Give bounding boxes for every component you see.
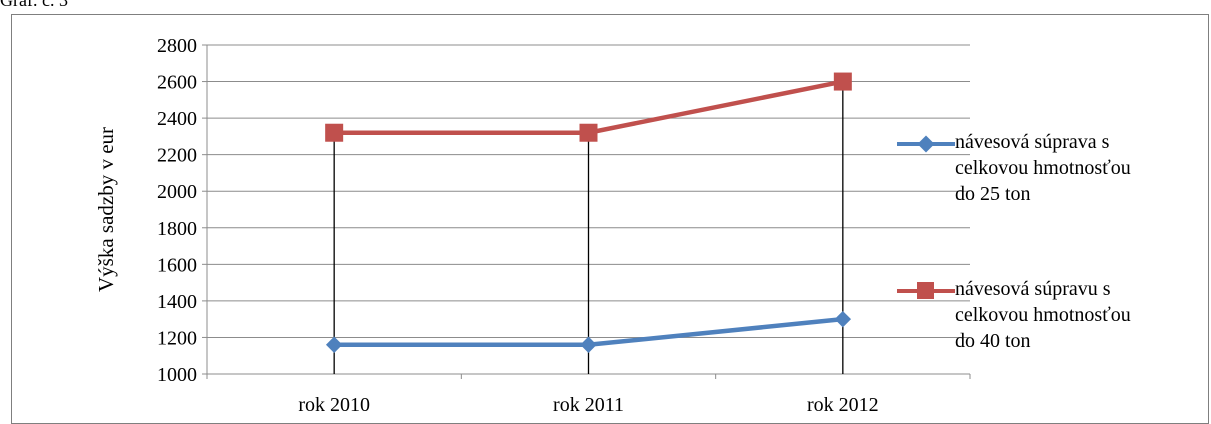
y-tick-label: 1400	[157, 291, 197, 313]
data-point-series-1	[581, 337, 596, 352]
data-point-series-2	[834, 73, 851, 90]
y-tick-label: 2600	[157, 72, 197, 94]
y-tick-label: 2400	[157, 108, 197, 130]
data-point-series-2	[580, 124, 597, 141]
x-tick-label: rok 2010	[298, 394, 370, 416]
x-tick-label: rok 2012	[807, 394, 879, 416]
y-tick-label: 1800	[157, 218, 197, 240]
y-tick-label: 1200	[157, 327, 197, 349]
legend-label: návesová súprava s celkovou hmotnosťou d…	[955, 129, 1205, 207]
data-point-series-1	[327, 337, 342, 352]
legend-marker	[917, 282, 934, 299]
y-tick-label: 1600	[157, 254, 197, 276]
data-point-series-2	[326, 124, 343, 141]
x-tick-label: rok 2011	[553, 394, 624, 416]
y-tick-label: 2200	[157, 145, 197, 167]
y-tick-label: 1000	[157, 364, 197, 386]
y-tick-label: 2800	[157, 35, 197, 57]
data-point-series-1	[835, 312, 850, 327]
legend-label: návesová súpravu s celkovou hmotnosťou d…	[955, 276, 1205, 354]
y-axis-label: Výška sadzby v eur	[94, 127, 118, 292]
y-tick-label: 2000	[157, 181, 197, 203]
